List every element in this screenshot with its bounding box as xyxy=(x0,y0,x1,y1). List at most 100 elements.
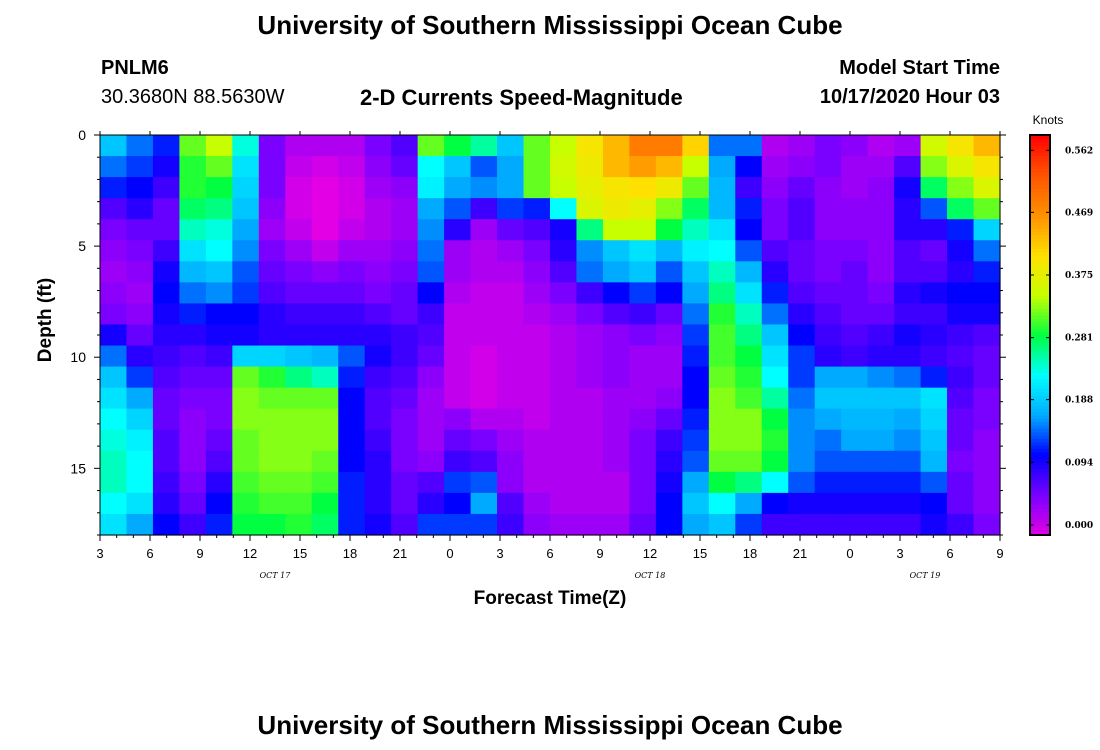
heatmap-cell xyxy=(708,345,736,368)
heatmap-cell xyxy=(364,387,392,410)
heatmap-cell xyxy=(761,135,789,157)
colorbar-tick-label: 0.375 xyxy=(1065,271,1093,281)
heatmap-cell xyxy=(417,387,445,410)
heatmap-cell xyxy=(364,492,392,515)
colorbar-tick-label: 0.094 xyxy=(1065,458,1093,468)
heatmap-cell xyxy=(258,471,286,494)
colorbar-segment xyxy=(1030,355,1050,359)
colorbar-segment xyxy=(1030,378,1050,383)
heatmap-cell xyxy=(311,492,339,515)
heatmap-cell xyxy=(841,450,869,473)
heatmap-cell xyxy=(417,135,445,157)
heatmap-cell xyxy=(364,513,392,536)
heatmap-cell xyxy=(655,429,683,452)
heatmap-cell xyxy=(947,387,975,410)
heatmap-cell xyxy=(417,282,445,305)
heatmap-cell xyxy=(576,387,604,410)
heatmap-cell xyxy=(973,135,1001,157)
heatmap-cell xyxy=(814,198,842,220)
heatmap-cell xyxy=(258,387,286,410)
heatmap-cell xyxy=(364,324,392,347)
heatmap-cell xyxy=(497,471,525,494)
heatmap-cell xyxy=(761,387,789,410)
colorbar-segment xyxy=(1030,298,1050,303)
colorbar-segment xyxy=(1030,345,1050,349)
colorbar-segment xyxy=(1030,221,1050,226)
heatmap-cell xyxy=(655,450,683,473)
heatmap-cell xyxy=(894,198,922,220)
heatmap-cell xyxy=(497,513,525,536)
heatmap-cell xyxy=(655,387,683,410)
heatmap-cell xyxy=(258,513,286,536)
heatmap-cell xyxy=(417,303,445,326)
heatmap-cell xyxy=(391,135,419,157)
colorbar-segment xyxy=(1030,185,1050,189)
heatmap-cell xyxy=(602,471,631,494)
colorbar-segment xyxy=(1030,225,1050,229)
heatmap-cell xyxy=(311,387,339,410)
heatmap-cell xyxy=(629,429,657,452)
heatmap-cell xyxy=(920,156,948,178)
heatmap-cell xyxy=(735,240,763,262)
heatmap-cell xyxy=(523,429,551,452)
colorbar-segment xyxy=(1030,308,1050,313)
heatmap-cell xyxy=(947,492,975,515)
colorbar-segment xyxy=(1030,488,1050,493)
heatmap-cell xyxy=(285,261,313,283)
heatmap-cell xyxy=(364,345,392,368)
heatmap-cell xyxy=(285,135,313,157)
heatmap-cell xyxy=(841,198,869,220)
heatmap-cell xyxy=(576,282,604,305)
heatmap-cell xyxy=(655,156,683,178)
colorbar-segment xyxy=(1030,481,1050,486)
heatmap-cell xyxy=(417,177,445,199)
heatmap-cell xyxy=(973,219,1001,241)
colorbar-segment xyxy=(1030,385,1050,389)
heatmap-cell xyxy=(735,345,763,368)
colorbar-segment xyxy=(1030,191,1050,196)
heatmap-cell xyxy=(920,240,948,262)
colorbar-segment xyxy=(1030,448,1050,453)
heatmap-cell xyxy=(470,219,498,241)
heatmap-cell xyxy=(523,387,551,410)
heatmap-cell xyxy=(126,135,154,157)
colorbar-segment xyxy=(1030,145,1050,149)
heatmap-cell xyxy=(444,366,472,389)
heatmap-cell xyxy=(311,513,339,536)
heatmap-cell xyxy=(391,387,419,410)
heatmap-cell xyxy=(735,492,763,515)
heatmap-cell xyxy=(814,513,842,536)
heatmap-cell xyxy=(444,324,472,347)
heatmap-cell xyxy=(338,282,366,305)
heatmap-cell xyxy=(285,345,313,368)
colorbar-segment xyxy=(1030,451,1050,456)
colorbar-segment xyxy=(1030,215,1050,219)
heatmap-cell xyxy=(285,471,313,494)
heatmap-cell xyxy=(258,324,286,347)
heatmap-cell xyxy=(258,282,286,305)
heatmap-cell xyxy=(205,408,233,431)
heatmap-cell xyxy=(311,240,339,262)
x-tick-label: 9 xyxy=(196,546,203,561)
heatmap-cell xyxy=(761,450,789,473)
colorbar-segment xyxy=(1030,471,1050,476)
heatmap-cell xyxy=(338,261,366,283)
heatmap-cell xyxy=(841,261,869,283)
colorbar-segment xyxy=(1030,365,1050,369)
colorbar-segment xyxy=(1030,415,1050,419)
heatmap-cell xyxy=(841,282,869,305)
colorbar-segment xyxy=(1030,261,1050,266)
colorbar-segment xyxy=(1030,511,1050,516)
colorbar-segment xyxy=(1030,178,1050,183)
heatmap-cell xyxy=(523,282,551,305)
heatmap-cell xyxy=(629,177,657,199)
heatmap-cell xyxy=(444,513,472,536)
heatmap-cell xyxy=(735,282,763,305)
heatmap-cell xyxy=(867,324,895,347)
colorbar-segment xyxy=(1030,251,1050,256)
colorbar-segment xyxy=(1030,151,1050,156)
heatmap-cell xyxy=(682,261,710,283)
heatmap-cell xyxy=(735,324,763,347)
heatmap-cell xyxy=(576,156,604,178)
